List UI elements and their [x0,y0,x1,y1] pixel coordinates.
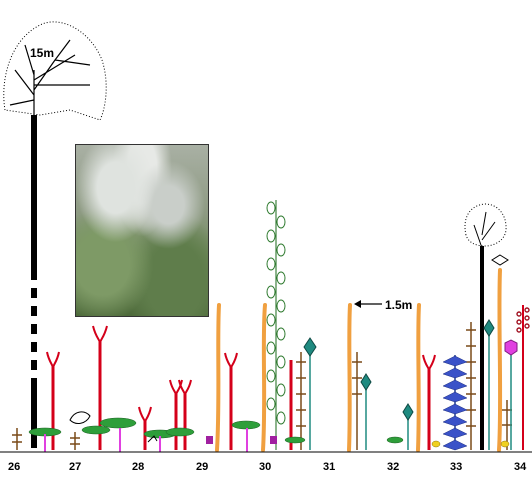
magenta-stems [44,428,248,452]
tree-height-label: 15m [30,46,54,60]
red-plant [422,354,436,450]
axis-tick: 26 [8,461,20,473]
brown-plant [296,352,306,450]
diamond-marker [491,254,509,266]
axis-tick: 31 [323,461,335,473]
orange-stem [347,303,352,452]
trunk-dashes [31,288,37,448]
orange-stem [261,303,267,452]
small-tree [464,203,507,450]
red-plant [224,352,238,450]
brown-ladder-plants [12,322,512,450]
axis-tick: 33 [450,461,462,473]
tree-branches [9,39,91,120]
red-berry-plant [516,307,530,333]
yellow-flowers [431,440,510,448]
orange-stem [416,303,421,452]
teal-plant [483,319,495,450]
teal-plant [360,373,372,450]
small-tree-trunk [480,246,484,450]
red-plant [138,406,152,450]
small-tree-canopy [464,203,507,247]
orange-grass [215,268,503,452]
brown-plant [352,352,362,450]
site-photo [75,144,209,317]
brown-plant [12,428,22,450]
purple-flowers [206,436,277,444]
shrub-sketch [69,411,158,443]
axis-tick: 28 [132,461,144,473]
blue-spike-plant [442,355,468,451]
axis-tick: 27 [69,461,81,473]
brown-plant [70,432,80,450]
shrub-height-label: 1.5m [385,298,412,312]
axis-ticks: 26 27 28 29 30 31 32 33 34 [8,461,527,473]
tall-tree [3,21,107,448]
magenta-flower [504,339,518,450]
vine [266,200,286,450]
tree-trunk [31,115,37,280]
orange-stem [497,268,503,452]
green-leaves [28,417,404,444]
height-arrow [354,300,382,308]
brown-plant [466,322,476,450]
tree-canopy [3,21,107,121]
teal-headed-plants [303,319,495,450]
axis-tick: 30 [259,461,271,473]
axis-tick: 29 [196,461,208,473]
red-plant [169,379,183,450]
small-tree-branches [473,211,496,249]
red-plant [46,351,60,450]
axis-tick: 32 [387,461,399,473]
axis-tick: 34 [514,461,527,473]
teal-plant [402,403,414,450]
orange-stem [215,303,221,452]
red-forked-plants [46,305,524,450]
teal-plant [303,337,317,450]
red-plant [178,379,192,450]
